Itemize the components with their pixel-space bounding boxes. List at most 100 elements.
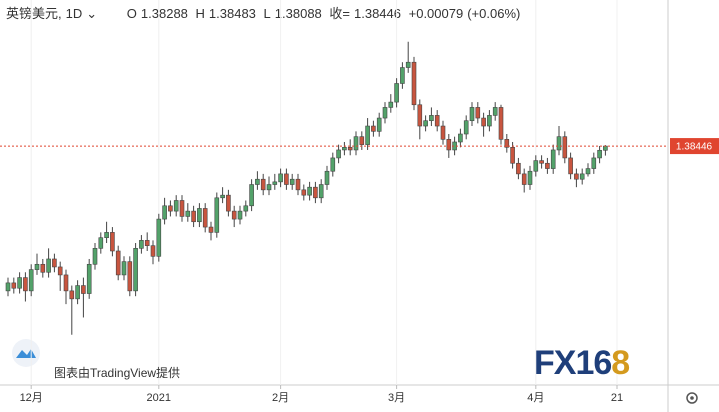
candle-body — [231, 210, 237, 220]
candle-body — [92, 248, 98, 265]
candle-body — [255, 178, 260, 185]
candle-body — [11, 282, 17, 289]
change: +0.00079 — [408, 6, 464, 21]
candle-body — [603, 145, 608, 151]
candle-body — [446, 139, 452, 151]
candle-body — [75, 285, 80, 300]
candle-body — [150, 245, 156, 257]
candle-body — [110, 232, 115, 252]
gear-hub — [690, 396, 694, 400]
tv-icon-bg — [12, 339, 40, 367]
candle-body — [591, 157, 597, 169]
candle-body — [458, 133, 463, 143]
candle-body — [400, 67, 405, 84]
candle-body — [347, 146, 353, 151]
candle-body — [289, 178, 295, 185]
candle-body — [301, 189, 307, 196]
candle-body — [516, 162, 521, 175]
candle-body — [23, 277, 28, 292]
candle-body — [295, 178, 301, 191]
candle-body — [168, 205, 173, 212]
candle-body — [173, 200, 179, 212]
candle-body — [57, 266, 63, 276]
candle-body — [243, 205, 249, 212]
candle-body — [388, 101, 394, 108]
tv-icon[interactable] — [12, 339, 40, 367]
candle-body — [260, 178, 266, 191]
candle-body — [411, 61, 417, 106]
candle-body — [237, 210, 243, 220]
candle-body — [405, 61, 411, 68]
candle-body — [475, 107, 481, 119]
candle-body — [46, 258, 51, 273]
candle-body — [568, 157, 573, 175]
candle-body — [533, 160, 539, 172]
interval[interactable]: 1D — [65, 6, 83, 21]
candle-body — [492, 107, 498, 116]
x-tick-label: 2021 — [147, 392, 171, 404]
candle-body — [562, 136, 568, 159]
candle-body — [539, 160, 544, 164]
candle-body — [104, 232, 109, 239]
candle-body — [318, 184, 324, 199]
candle-body — [556, 136, 562, 151]
x-tick-label: 12月 — [20, 392, 43, 404]
candle-body — [266, 184, 272, 191]
candle-body — [585, 168, 591, 175]
candle-body — [278, 173, 283, 183]
candle-body — [197, 208, 202, 223]
candle-body — [394, 83, 399, 103]
low-value: 1.38088 — [274, 6, 322, 21]
candle-body — [330, 157, 336, 172]
close-label: 收= — [329, 6, 350, 21]
candle-body — [208, 226, 214, 233]
candle-body — [86, 263, 92, 294]
settings-icon[interactable] — [686, 392, 698, 404]
candle-body — [226, 194, 231, 212]
candle-body — [5, 282, 11, 292]
candle-body — [521, 173, 527, 185]
candle-body — [527, 170, 533, 185]
candle-body — [434, 115, 440, 127]
candle-body — [481, 117, 486, 127]
candle-body — [550, 149, 556, 169]
last-price-box — [670, 138, 719, 155]
candle-body — [307, 186, 312, 196]
open-label: O — [126, 6, 137, 21]
candle-body — [52, 258, 57, 268]
candle-body — [28, 269, 34, 292]
candle-body — [185, 210, 191, 217]
candle-body — [469, 107, 475, 122]
symbol: 英镑美元, — [6, 6, 62, 21]
logo-text: FX16 — [534, 344, 612, 382]
candle-body — [510, 146, 515, 164]
dropdown-icon[interactable]: ⌄ — [86, 6, 98, 21]
candle-body — [498, 107, 504, 140]
candle-body — [313, 186, 318, 199]
candle-body — [63, 274, 69, 292]
logo-digit: 8 — [611, 344, 630, 382]
candle-body — [220, 194, 225, 199]
change-pct: (+0.06%) — [467, 6, 521, 21]
candle-body — [463, 120, 469, 135]
candle-body — [121, 261, 127, 276]
candle-body — [115, 250, 121, 276]
candle-body — [40, 263, 46, 273]
candle-body — [162, 205, 167, 220]
candle-body — [324, 170, 330, 185]
candle-body — [574, 173, 579, 180]
high-label: H — [195, 6, 205, 21]
candle-body — [423, 120, 428, 127]
candle-body — [487, 115, 492, 127]
candle-body — [202, 208, 208, 228]
candle-body — [342, 146, 347, 151]
candle-body — [336, 149, 341, 159]
gear-ring — [686, 392, 698, 404]
candle-body — [429, 115, 434, 122]
candle-body — [214, 197, 220, 233]
candle-body — [371, 125, 376, 132]
candle-body — [139, 240, 144, 249]
candle-body — [359, 136, 365, 145]
candle-body — [272, 181, 278, 185]
